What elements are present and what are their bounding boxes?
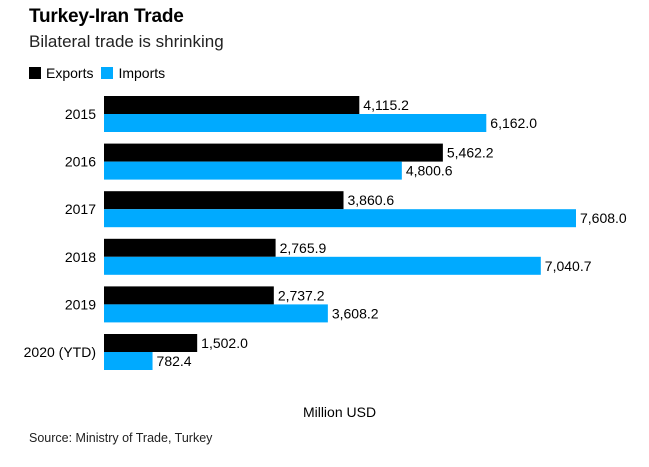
bar-imports — [104, 209, 576, 228]
bar-exports — [104, 191, 344, 210]
data-label-exports: 4,115.2 — [363, 97, 409, 113]
chart-title: Turkey-Iran Trade — [29, 6, 184, 27]
data-label-imports: 6,162.0 — [490, 115, 537, 131]
data-label-imports: 4,800.6 — [406, 163, 453, 179]
legend-item-exports: Exports — [29, 65, 93, 81]
data-label-exports: 3,860.6 — [348, 192, 395, 208]
x-axis-label: Million USD — [302, 404, 377, 420]
data-label-exports: 2,765.9 — [280, 240, 327, 256]
data-label-imports: 7,040.7 — [545, 258, 592, 274]
data-label-exports: 2,737.2 — [278, 287, 325, 303]
y-tick-label: 2019 — [65, 296, 96, 312]
bar-exports — [104, 286, 274, 305]
y-tick-label: 2017 — [65, 201, 96, 217]
legend-item-imports: Imports — [101, 65, 165, 81]
bar-imports — [104, 304, 328, 323]
data-label-imports: 3,608.2 — [332, 305, 379, 321]
legend-label-exports: Exports — [46, 65, 94, 81]
bar-exports — [104, 238, 276, 257]
bar-exports — [104, 334, 198, 352]
legend-label-imports: Imports — [118, 65, 166, 81]
legend: Exports Imports — [29, 65, 173, 81]
legend-swatch-exports — [29, 67, 41, 79]
y-tick-label: 2016 — [65, 154, 96, 170]
bar-exports — [104, 143, 443, 162]
data-label-imports: 782.4 — [157, 353, 192, 369]
bar-exports — [104, 96, 360, 114]
y-tick-label: 2020 (YTD) — [24, 344, 96, 360]
y-tick-label: 2018 — [65, 249, 96, 265]
bar-imports — [104, 352, 153, 370]
data-label-exports: 1,502.0 — [201, 335, 248, 351]
data-label-imports: 7,608.0 — [580, 210, 627, 226]
source-note: Source: Ministry of Trade, Turkey — [29, 431, 213, 445]
bar-imports — [104, 256, 541, 275]
y-tick-label: 2015 — [65, 106, 96, 122]
legend-swatch-imports — [101, 67, 114, 79]
chart-subtitle: Bilateral trade is shrinking — [29, 32, 224, 51]
data-label-exports: 5,462.2 — [447, 145, 494, 161]
bar-imports — [104, 161, 402, 180]
bar-imports — [104, 114, 487, 132]
